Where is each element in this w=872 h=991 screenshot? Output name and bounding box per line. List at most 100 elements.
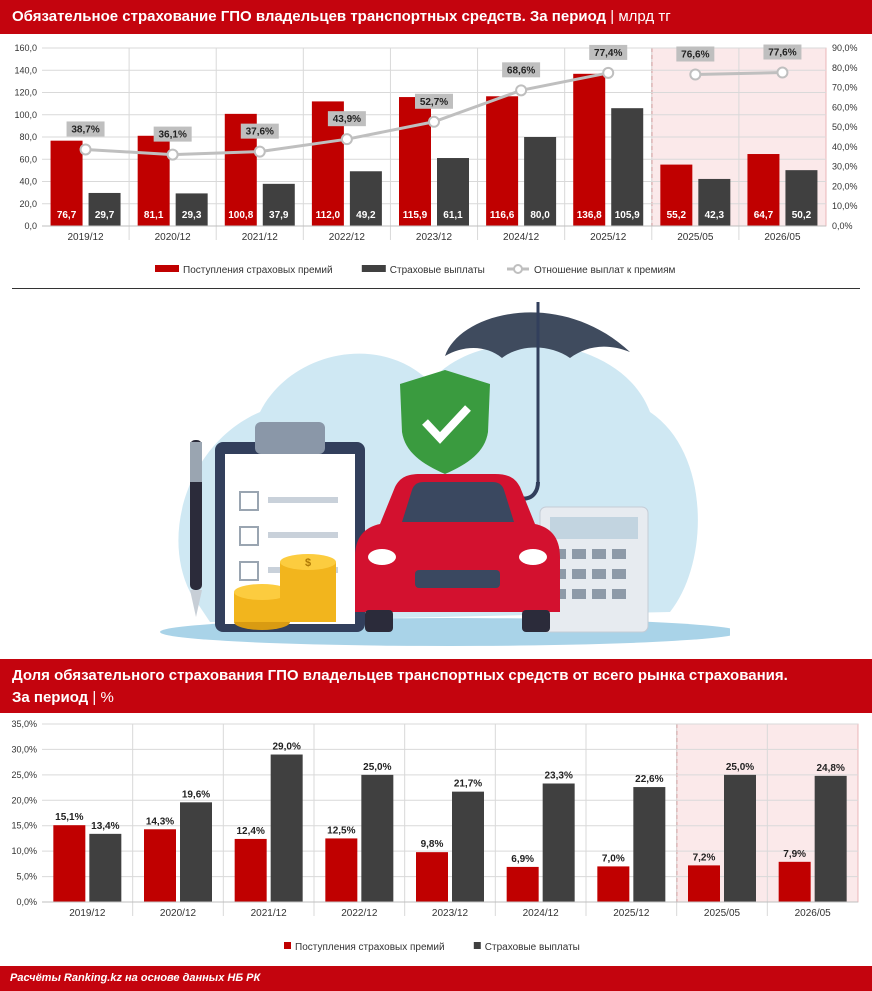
chart1-title-text: Обязательное страхование ГПО владельцев … [12,8,607,25]
bar-value-label: 61,1 [443,210,463,221]
bar-value-label: 21,7% [454,779,482,790]
source-footer: Расчёты Ranking.kz на основе данных НБ Р… [0,966,872,991]
bar-value-label: 15,1% [55,812,83,823]
ratio-label-box [66,121,105,137]
premiums-bar [573,73,606,226]
ratio-point [602,66,615,79]
legend-swatch-premiums [284,942,291,949]
y-tick-label: 40,0 [19,177,37,187]
payouts-bar [88,192,121,226]
y-tick-label: 60,0 [19,154,37,164]
bar-value-label: 12,5% [327,825,355,836]
bar-value-label: 7,2% [693,852,716,863]
x-tick-label: 2023/12 [416,232,453,243]
coins-icon: $ [234,554,336,630]
bar-value-label: 29,3 [182,210,202,221]
legend-swatch-payouts [473,942,481,949]
bar-value-label: 29,0% [272,742,300,753]
premiums-bar [597,866,630,902]
bar-value-label: 7,9% [783,849,806,860]
ratio-label-box [240,123,279,139]
x-tick-label: 2019/12 [69,908,106,919]
bar-value-label: 13,4% [91,821,119,832]
ratio-label-box [676,46,715,62]
x-tick-label: 2026/05 [795,908,832,919]
x-tick-label: 2021/12 [251,908,288,919]
y-tick-label: 20,0 [19,199,37,209]
ratio-label: 77,6% [768,48,796,59]
chart1: 0,0 20,0 40,0 60,0 80,0 100,0 120,0 140,0 160,0 7… [14,43,858,276]
legend-label: Поступления страховых премий [183,265,333,276]
payouts-bar [452,791,484,902]
payouts-bar [270,754,303,902]
y-tick-label: 100,0 [14,110,37,120]
legend-swatch-premiums [155,265,179,272]
y-tick-label: 0,0 [24,221,37,231]
y2-tick-label: 20,0% [832,181,858,191]
ratio-label: 52,7% [420,97,448,108]
bar-value-label: 112,0 [316,210,341,221]
bar-value-label: 42,3 [705,210,725,221]
ratio-label: 76,6% [681,50,709,61]
bar-value-label: 136,8 [577,210,602,221]
y2-tick-label: 90,0% [832,43,858,53]
premiums-bar [778,861,811,902]
payouts-bar [524,137,557,226]
premiums-bar [747,154,780,226]
bar-value-label: 25,0% [726,762,754,773]
payouts-bar [633,787,666,902]
premiums-bar [506,866,539,902]
payouts-bar [814,775,847,902]
payouts-bar [180,802,212,902]
ratio-label: 38,7% [71,124,99,135]
y-tick-label: 0,0% [16,897,37,907]
x-tick-label: 2024/12 [523,908,560,919]
chart2-title-line2: За период [12,689,89,706]
payouts-bar [785,170,818,226]
premiums-bar [137,135,170,226]
legend-label: Страховые выплаты [390,265,485,276]
bar-value-label: 14,3% [146,816,174,827]
bar-value-label: 24,8% [816,763,844,774]
bar-value-label: 64,7 [754,210,774,221]
legend-swatch-payouts [361,265,386,272]
legend-label: Поступления страховых премий [295,942,445,953]
payouts-bar [611,108,644,226]
payouts-bar [175,193,208,226]
ratio-label-box [327,111,366,127]
x-tick-label: 2026/05 [764,232,801,243]
ratio-label-box [415,93,453,109]
ratio-label: 43,9% [333,114,361,125]
ratio-label-box [589,44,628,60]
bar-value-label: 76,7 [57,210,77,221]
premiums-bar [486,96,519,226]
premiums-bar [416,852,448,902]
x-tick-label: 2024/12 [503,232,540,243]
y2-tick-label: 40,0% [832,142,858,152]
y-tick-label: 10,0% [11,846,37,856]
bar-value-label: 100,8 [228,210,253,221]
premiums-bar [399,97,431,226]
premiums-bar [325,838,358,902]
ratio-label: 77,4% [594,48,622,59]
bar-value-label: 22,6% [635,774,663,785]
legend-label: Отношение выплат к премиям [534,265,675,276]
premiums-bar [234,838,267,902]
ratio-label-box [502,62,541,78]
bar-value-label: 23,3% [544,771,572,782]
svg-text:$: $ [305,557,311,569]
car-icon [355,474,560,632]
y-tick-label: 30,0% [11,744,37,754]
x-tick-label: 2020/12 [155,232,192,243]
ratio-label: 36,1% [158,130,186,141]
y2-tick-label: 60,0% [832,102,858,112]
y-tick-label: 80,0 [19,132,37,142]
bar-value-label: 19,6% [182,789,210,800]
legend-swatch-ratio-marker [513,264,523,274]
y2-tick-label: 10,0% [832,201,858,211]
ratio-point [776,66,789,79]
ratio-point [515,84,528,97]
x-tick-label: 2023/12 [432,908,469,919]
bar-value-label: 49,2 [356,210,376,221]
premiums-bar [660,164,693,226]
